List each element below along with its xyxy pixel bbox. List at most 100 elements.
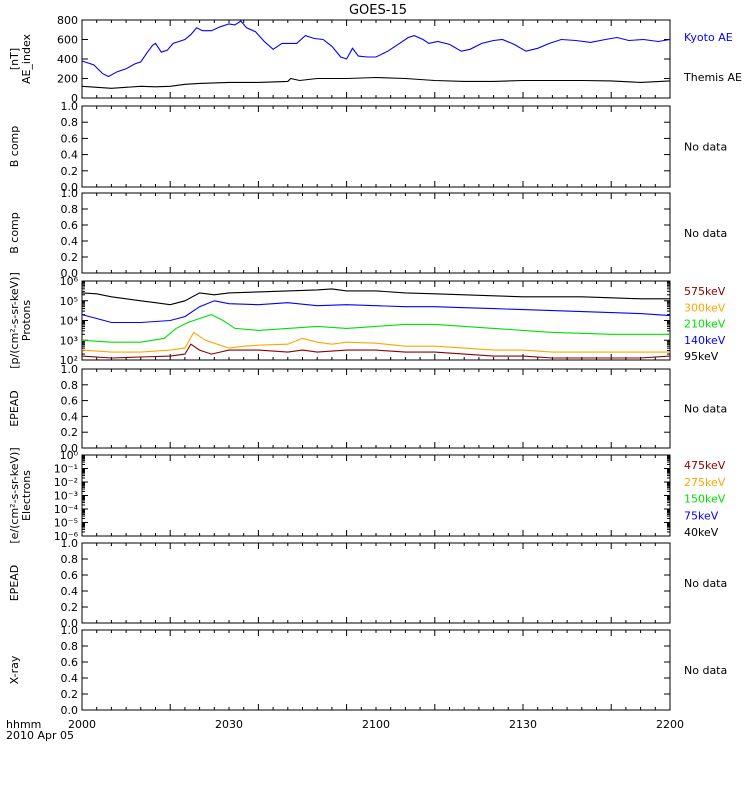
legend-label: 150keV <box>684 493 726 506</box>
y-tick-label: 0.2 <box>61 426 79 439</box>
y-tick-label: 1.0 <box>61 187 79 200</box>
y-tick-label: 0.6 <box>61 656 79 669</box>
y-axis-label: EPEAD <box>8 565 21 602</box>
y-tick-label: 0.8 <box>61 640 79 653</box>
panel-frame <box>81 105 671 188</box>
no-data-label: No data <box>684 577 727 590</box>
y-axis-label: [p/(cm²-s-sr-keV)] <box>8 272 21 369</box>
y-tick-label: 600 <box>57 34 78 47</box>
y-tick-label: 0.8 <box>61 203 79 216</box>
y-tick-label: 10³ <box>60 334 78 347</box>
panel-1: 0.0 0.2 0.4 0.6 0.8 1.0 B comp No data <box>8 100 727 194</box>
y-axis-label: EPEAD <box>8 390 21 427</box>
legend-label: Themis AE <box>683 71 742 84</box>
y-tick-label: 0.4 <box>61 585 79 598</box>
legend-label: 40keV <box>684 526 719 539</box>
panel-2: 0.0 0.2 0.4 0.6 0.8 1.0 B comp No data <box>8 187 727 280</box>
y-tick-label: 0.6 <box>61 395 79 408</box>
y-tick-label: 0.2 <box>61 601 79 614</box>
no-data-label: No data <box>684 664 727 677</box>
y-tick-label: 0.4 <box>61 672 79 685</box>
series-line-themis-ae <box>81 76 671 89</box>
y-axis-label: AE_index <box>20 33 33 84</box>
legend-label: Kyoto AE <box>684 31 733 44</box>
y-tick-label: 0.0 <box>61 704 79 717</box>
legend-label: 300keV <box>684 301 726 314</box>
panel-7: 0.0 0.2 0.4 0.6 0.8 1.0 X-ray No data <box>8 624 727 717</box>
y-tick-label: 1.0 <box>61 624 79 637</box>
panel-3: 10² 10³ 10⁴ 10⁵ 10⁶ Protons[p/(cm²-s-sr-keV)]… <box>8 272 726 369</box>
y-tick-label: 10⁻³ <box>54 490 78 503</box>
series-line-140kev <box>81 300 671 324</box>
y-tick-label: 10⁻⁴ <box>54 503 79 516</box>
y-tick-label: 1.0 <box>61 363 79 376</box>
y-tick-label: 10⁻⁶ <box>54 530 79 543</box>
legend-label: 140keV <box>684 334 726 347</box>
y-tick-label: 0.4 <box>61 149 79 162</box>
x-tick-label: 2030 <box>215 718 243 731</box>
y-axis-label: B comp <box>8 126 21 168</box>
y-tick-label: 0.4 <box>61 410 79 423</box>
legend-label: 575keV <box>684 285 726 298</box>
y-tick-label: 400 <box>57 53 78 66</box>
panel-0: 0 200 400 600 800 AE_index[nT] Kyoto AE Themis … <box>8 14 742 105</box>
panel-frame <box>81 542 671 624</box>
y-tick-label: 10⁻⁵ <box>54 517 78 530</box>
x-tick-label: 2130 <box>509 718 537 731</box>
y-tick-label: 10⁻¹ <box>54 463 78 476</box>
x-tick-label: 2100 <box>362 718 390 731</box>
y-axis-label: B comp <box>8 212 21 254</box>
y-axis-label: Electrons <box>20 470 33 521</box>
y-tick-label: 0.2 <box>61 688 79 701</box>
y-axis-label: [e/(cm²-s-sr-keV)] <box>8 447 21 543</box>
y-axis-label: [nT] <box>8 48 21 70</box>
series-line-300kev <box>81 331 670 353</box>
y-axis-label: X-ray <box>8 655 21 684</box>
date-label: 2010 Apr 05 <box>6 729 74 742</box>
legend-label: 210keV <box>684 318 726 331</box>
legend-label: 75keV <box>684 509 719 522</box>
x-tick-label: 2200 <box>656 718 684 731</box>
y-tick-label: 10⁰ <box>60 449 79 462</box>
y-tick-label: 10⁻² <box>54 476 78 489</box>
y-axis-label: Protons <box>20 300 33 341</box>
time-axis: 2000 2030 2100 2130 2200 <box>68 718 684 731</box>
panel-6: 0.0 0.2 0.4 0.6 0.8 1.0 EPEAD No data <box>8 537 727 630</box>
panel-frame <box>81 368 671 449</box>
y-tick-label: 0.4 <box>61 235 79 248</box>
panels: 0 200 400 600 800 AE_index[nT] Kyoto AE Themis … <box>8 14 742 717</box>
y-tick-label: 0.0 <box>61 181 79 194</box>
y-tick-label: 800 <box>57 14 78 27</box>
y-tick-label: 0.6 <box>61 219 79 232</box>
y-tick-label: 0.2 <box>61 251 79 264</box>
time-corner-label: hhmm <box>6 718 41 731</box>
legend-label: 95keV <box>684 350 719 363</box>
chart-title: GOES-15 <box>349 3 407 18</box>
y-tick-label: 0.6 <box>61 569 79 582</box>
y-tick-label: 0.0 <box>61 617 79 630</box>
y-tick-label: 0.0 <box>61 267 79 280</box>
legend-label: 275keV <box>684 476 726 489</box>
y-tick-label: 10⁶ <box>60 275 79 288</box>
no-data-label: No data <box>684 227 727 240</box>
y-tick-label: 1.0 <box>61 100 79 113</box>
series-line-210kev <box>81 314 670 343</box>
series-line-kyoto-ae <box>81 20 671 78</box>
series-line-95kev <box>81 288 670 306</box>
series-line-575kev <box>81 343 671 359</box>
y-tick-label: 0.8 <box>61 379 79 392</box>
panel-frame <box>81 454 671 537</box>
y-tick-label: 0.8 <box>61 116 79 129</box>
y-tick-label: 0.0 <box>61 442 79 455</box>
no-data-label: No data <box>684 403 727 416</box>
y-tick-label: 0.8 <box>61 553 79 566</box>
legend-label: 475keV <box>684 459 726 472</box>
y-tick-label: 200 <box>57 73 78 86</box>
no-data-label: No data <box>684 141 727 154</box>
x-tick-label: 2000 <box>68 718 96 731</box>
y-tick-label: 0.6 <box>61 132 79 145</box>
y-tick-label: 1.0 <box>61 537 79 550</box>
y-tick-label: 10⁴ <box>60 315 79 328</box>
y-tick-label: 0.2 <box>61 165 79 178</box>
